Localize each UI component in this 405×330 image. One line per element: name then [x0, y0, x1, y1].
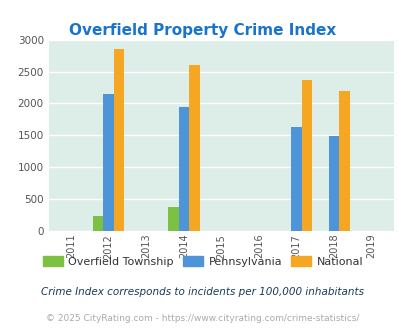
- Text: Crime Index corresponds to incidents per 100,000 inhabitants: Crime Index corresponds to incidents per…: [41, 287, 364, 297]
- Bar: [290, 127, 301, 231]
- Bar: [328, 136, 338, 231]
- Bar: [114, 49, 124, 231]
- Bar: [301, 81, 311, 231]
- Text: © 2025 CityRating.com - https://www.cityrating.com/crime-statistics/: © 2025 CityRating.com - https://www.city…: [46, 314, 359, 323]
- Bar: [338, 91, 349, 231]
- Bar: [168, 207, 178, 231]
- Bar: [189, 65, 199, 231]
- Bar: [103, 94, 114, 231]
- Bar: [178, 107, 189, 231]
- Legend: Overfield Township, Pennsylvania, National: Overfield Township, Pennsylvania, Nation…: [38, 251, 367, 271]
- Bar: [93, 216, 103, 231]
- Text: Overfield Property Crime Index: Overfield Property Crime Index: [69, 23, 336, 38]
